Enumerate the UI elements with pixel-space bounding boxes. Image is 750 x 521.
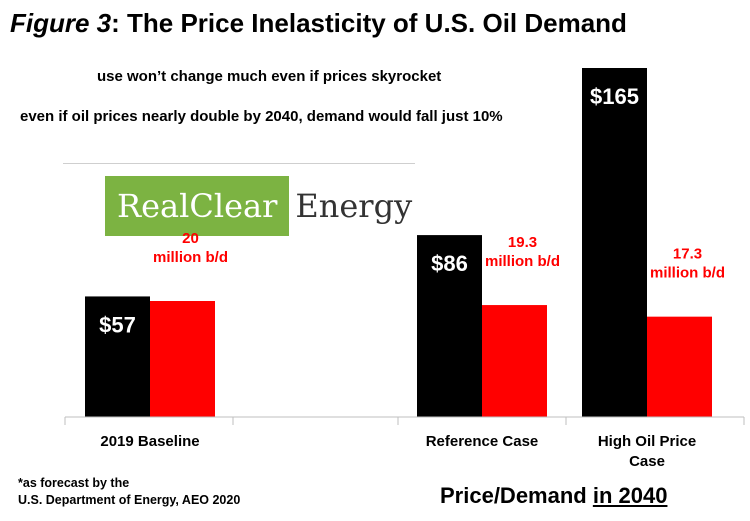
bar-labels: $57 20 million b/d 2019 Baseline $86 19.3 mill… bbox=[99, 84, 725, 470]
price-label-1: $86 bbox=[431, 251, 468, 276]
category-label-2-line-0: High Oil Price bbox=[598, 433, 696, 450]
footnote-source-1: *as forecast by the bbox=[18, 476, 130, 490]
footnote-source-2: U.S. Department of Energy, AEO 2020 bbox=[18, 493, 241, 507]
price-label-0: $57 bbox=[99, 312, 136, 337]
price-bar-1 bbox=[417, 235, 482, 417]
figure-number: Figure 3 bbox=[10, 8, 112, 38]
demand-label-2-line-0: 17.3 bbox=[673, 246, 702, 263]
demand-label-2-line-1: million b/d bbox=[650, 265, 725, 282]
demand-bar-2 bbox=[647, 316, 712, 417]
subtitle-1: use won’t change much even if prices sky… bbox=[97, 68, 442, 85]
logo-divider bbox=[63, 163, 415, 164]
category-label-1-line-0: Reference Case bbox=[426, 433, 539, 450]
demand-label-1-line-1: million b/d bbox=[485, 253, 560, 270]
x-axis-ticks bbox=[64, 417, 745, 425]
demand-label-1-line-0: 19.3 bbox=[508, 234, 537, 251]
price-bar-2 bbox=[582, 68, 647, 417]
chart-caption: Price/Demand in 2040 bbox=[440, 483, 667, 509]
category-label-0-line-0: 2019 Baseline bbox=[100, 433, 199, 450]
caption-part-1: Price/Demand bbox=[440, 483, 593, 508]
logo-realclear: RealClear bbox=[105, 176, 290, 236]
caption-part-2: in 2040 bbox=[592, 483, 668, 508]
demand-bar-1 bbox=[482, 305, 547, 417]
chart-title: Figure 3: The Price Inelasticity of U.S.… bbox=[10, 8, 627, 39]
price-bar-0 bbox=[85, 296, 150, 417]
bar-group bbox=[85, 68, 712, 417]
logo-energy: Energy bbox=[295, 187, 413, 225]
subtitle-2: even if oil prices nearly double by 2040… bbox=[20, 108, 503, 125]
price-label-2: $165 bbox=[590, 84, 639, 109]
category-label-2-line-1: Case bbox=[629, 453, 665, 470]
demand-bar-0 bbox=[150, 301, 215, 417]
title-text: : The Price Inelasticity of U.S. Oil Dem… bbox=[111, 8, 627, 38]
realclear-energy-logo: RealClear Energy bbox=[105, 176, 412, 236]
demand-label-0-line-1: million b/d bbox=[153, 249, 228, 266]
demand-label-0-line-0: 20 bbox=[182, 230, 199, 247]
